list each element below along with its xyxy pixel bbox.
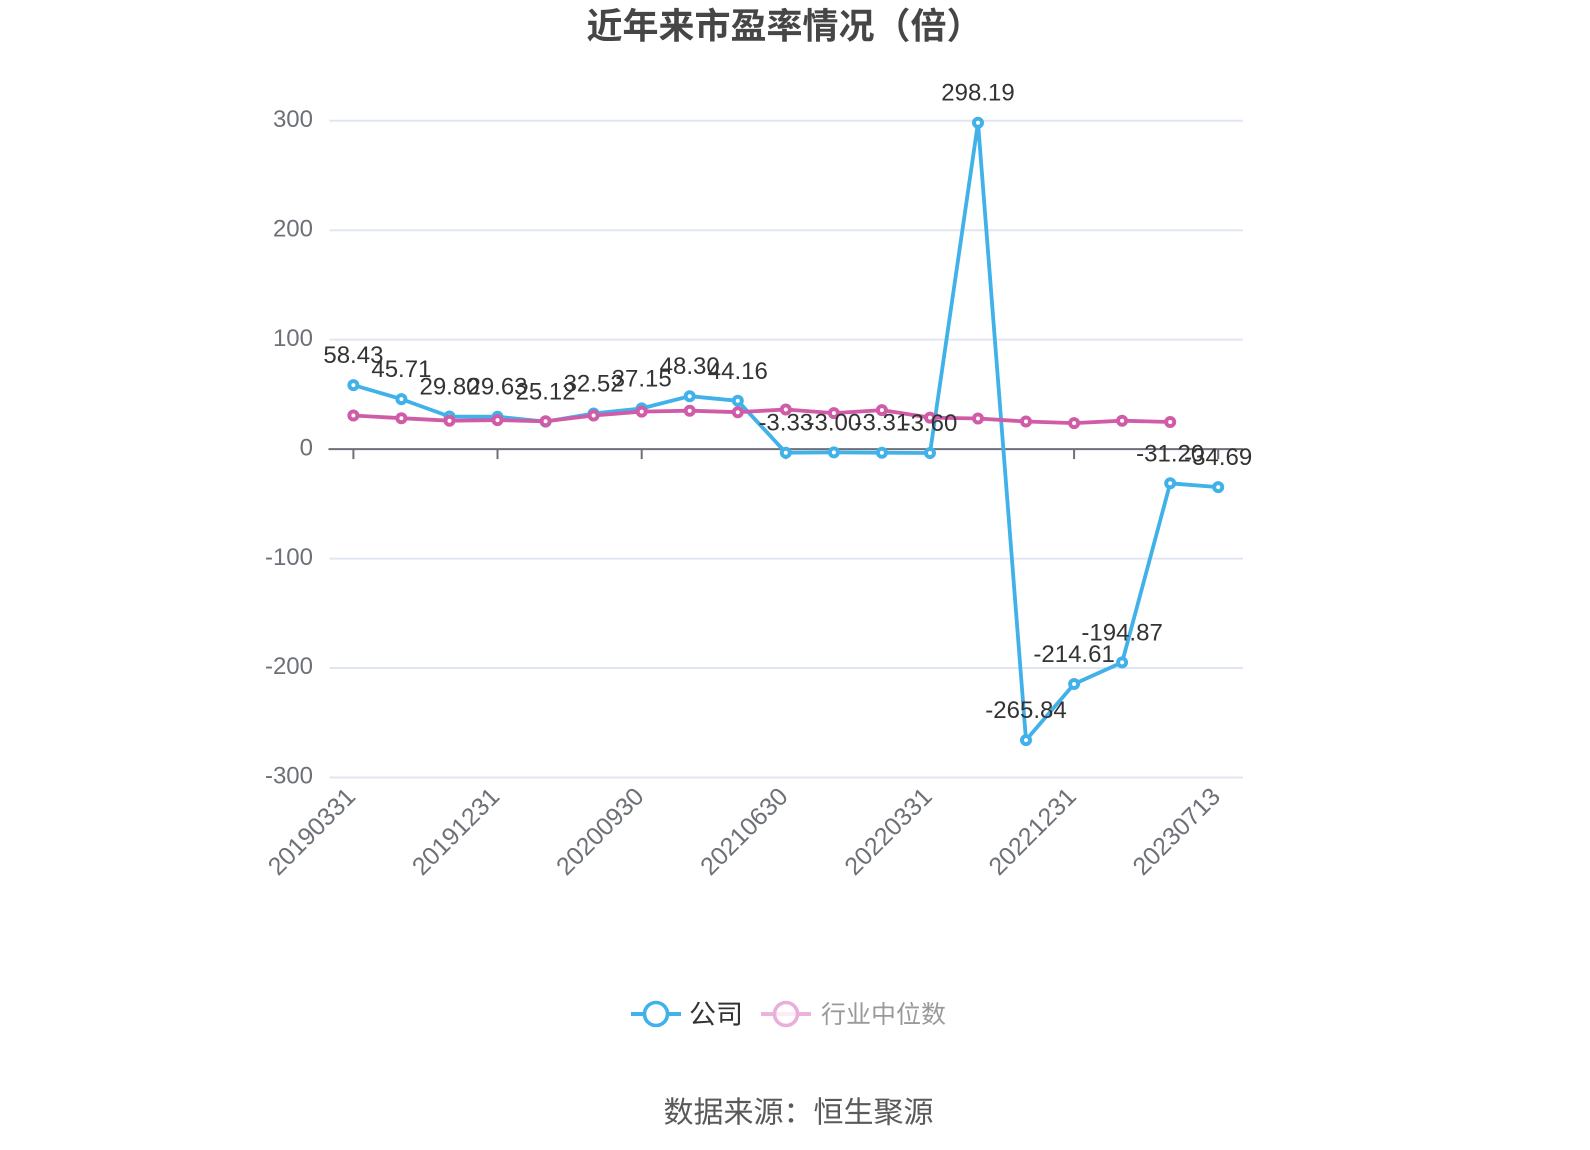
svg-text:48.30: 48.30 [660,353,720,380]
svg-text:-194.87: -194.87 [1081,619,1162,646]
svg-text:29.63: 29.63 [467,374,527,401]
svg-text:58.43: 58.43 [323,342,383,369]
svg-text:-214.61: -214.61 [1033,641,1114,668]
svg-text:-200: -200 [265,653,313,680]
svg-text:45.71: 45.71 [371,356,431,383]
svg-text:32.52: 32.52 [564,371,624,398]
svg-text:-100: -100 [265,544,313,571]
svg-text:-265.84: -265.84 [985,697,1066,724]
svg-text:-3.60: -3.60 [903,410,958,437]
svg-text:-31.20: -31.20 [1136,440,1204,467]
svg-text:37.15: 37.15 [612,365,672,392]
svg-text:100: 100 [273,325,313,352]
svg-text:200: 200 [273,215,313,242]
svg-text:-34.69: -34.69 [1184,444,1252,471]
svg-text:298.19: 298.19 [941,80,1014,107]
svg-text:25.12: 25.12 [516,379,576,406]
svg-text:-300: -300 [265,763,313,790]
svg-text:44.16: 44.16 [708,358,768,385]
svg-text:-3.31: -3.31 [855,410,910,437]
svg-text:-3.00: -3.00 [807,409,862,436]
svg-text:300: 300 [273,106,313,133]
svg-text:0: 0 [300,434,313,461]
svg-text:-3.33: -3.33 [758,410,813,437]
svg-text:29.80: 29.80 [419,374,479,401]
